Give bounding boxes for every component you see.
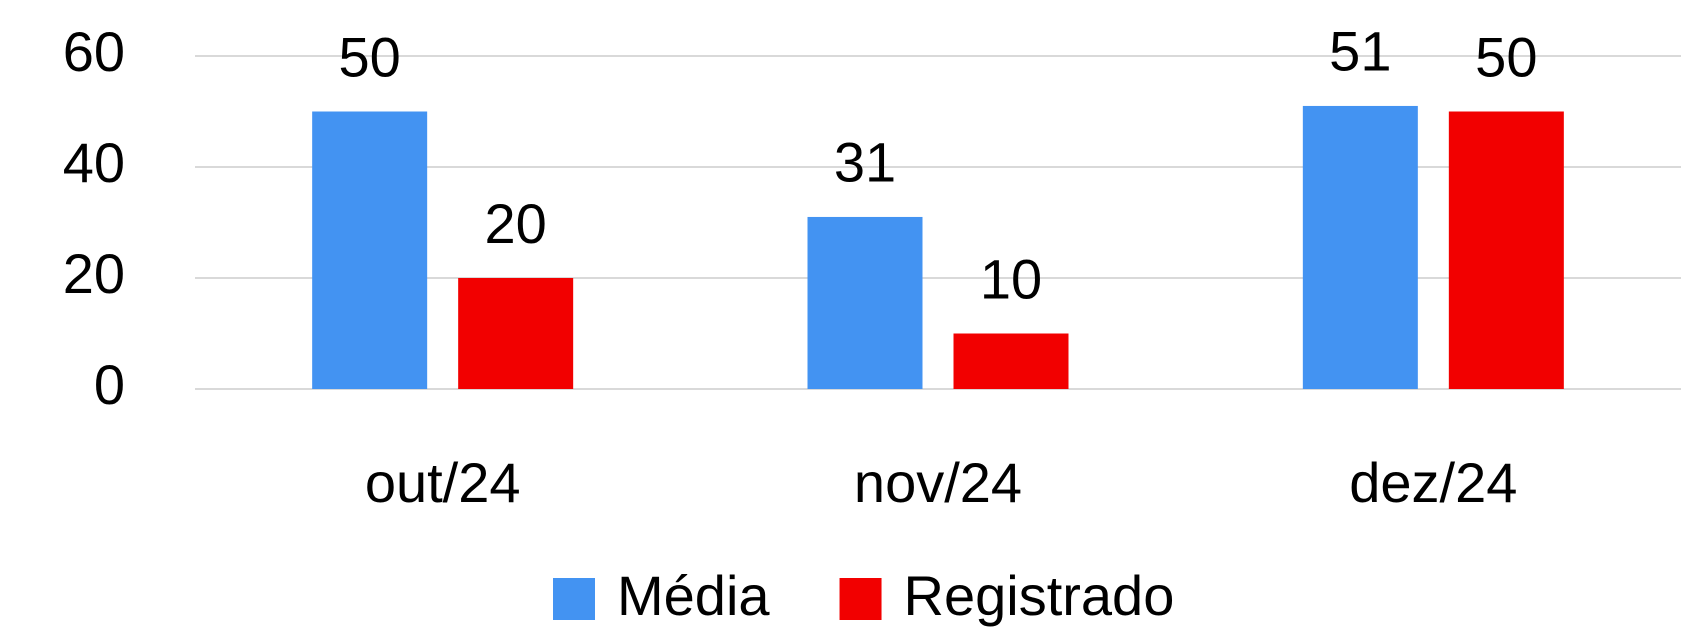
data-label: 50 — [1475, 25, 1537, 88]
legend-label: Média — [617, 564, 770, 627]
legend-label: Registrado — [904, 564, 1175, 627]
y-tick-label: 40 — [63, 131, 125, 194]
data-label: 50 — [339, 25, 401, 88]
data-label: 10 — [980, 247, 1042, 310]
bar — [312, 111, 428, 389]
x-tick-label: dez/24 — [1349, 451, 1517, 514]
y-tick-label: 20 — [63, 242, 125, 305]
legend-swatch — [553, 578, 595, 620]
bar — [1302, 105, 1418, 389]
y-tick-label: 60 — [63, 20, 125, 83]
bar — [953, 333, 1069, 389]
x-tick-label: nov/24 — [854, 451, 1022, 514]
data-label: 51 — [1329, 20, 1391, 83]
x-tick-label: out/24 — [365, 451, 521, 514]
data-label: 31 — [834, 131, 896, 194]
data-label: 20 — [485, 192, 547, 255]
y-tick-label: 0 — [94, 353, 125, 416]
legend-swatch — [839, 578, 882, 620]
bar — [1448, 111, 1564, 389]
bar — [458, 278, 574, 389]
bar — [807, 216, 923, 389]
